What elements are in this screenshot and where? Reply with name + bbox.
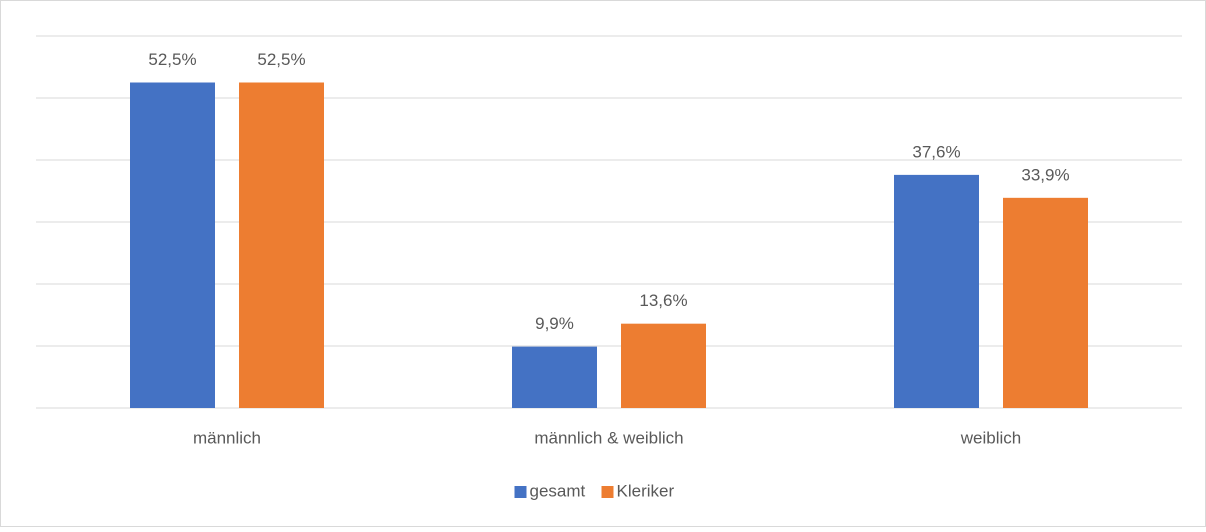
x-tick-label: männlich & weiblich [534,428,683,447]
legend-label: Kleriker [617,481,675,500]
x-tick-label: weiblich [960,428,1021,447]
bar [621,323,706,408]
data-label: 9,9% [535,314,574,333]
data-label: 52,5% [257,50,305,69]
legend-label: gesamt [530,481,586,500]
legend-swatch [601,486,614,498]
bar [512,346,597,408]
bar [130,82,215,408]
bar [239,82,324,408]
data-label: 33,9% [1021,165,1069,184]
bar [894,174,979,408]
data-label: 13,6% [639,291,687,310]
data-label: 37,6% [912,142,960,161]
x-tick-label: männlich [193,428,261,447]
data-label: 52,5% [148,50,196,69]
legend-swatch [514,486,527,498]
bar [1003,197,1088,408]
